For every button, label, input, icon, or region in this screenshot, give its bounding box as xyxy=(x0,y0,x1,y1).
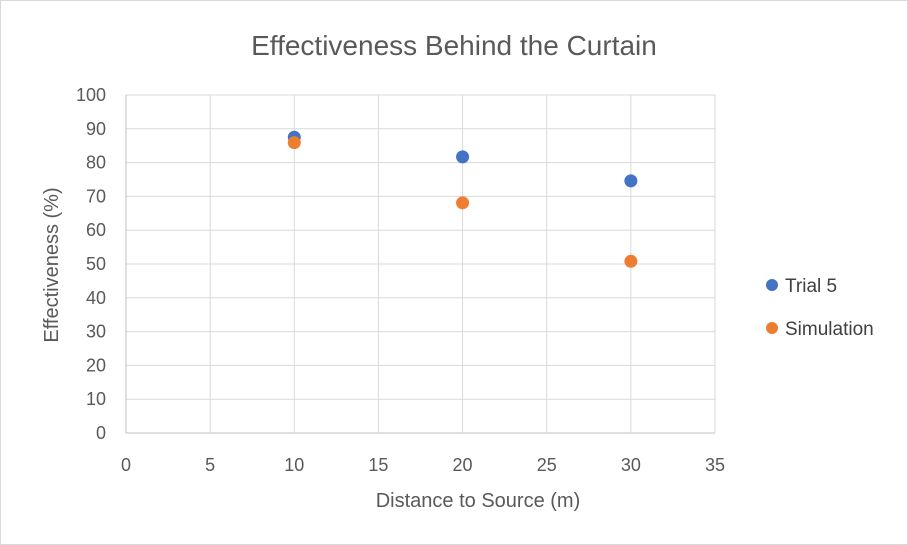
y-tick-label: 100 xyxy=(76,85,106,105)
x-tick-label: 20 xyxy=(453,455,473,475)
chart-title: Effectiveness Behind the Curtain xyxy=(251,30,657,61)
y-tick-label: 20 xyxy=(86,355,106,375)
legend-label: Trial 5 xyxy=(785,276,837,297)
y-tick-label: 60 xyxy=(86,220,106,240)
y-tick-label: 40 xyxy=(86,288,106,308)
y-tick-label: 30 xyxy=(86,322,106,342)
data-points xyxy=(287,130,638,268)
y-tick-label: 80 xyxy=(86,153,106,173)
y-axis-title: Effectiveness (%) xyxy=(41,187,63,342)
y-tick-label: 90 xyxy=(86,119,106,139)
y-axis-ticks: 0 10 20 30 40 50 60 70 80 90 100 xyxy=(76,85,106,443)
x-tick-label: 35 xyxy=(705,455,725,475)
data-point xyxy=(624,174,638,188)
legend: Trial 5 Simulation xyxy=(766,276,874,340)
y-tick-label: 0 xyxy=(96,423,106,443)
x-axis-ticks: 0 5 10 15 20 25 30 35 xyxy=(121,455,725,475)
y-tick-label: 70 xyxy=(86,186,106,206)
legend-label: Simulation xyxy=(785,319,874,340)
x-tick-label: 30 xyxy=(621,455,641,475)
y-tick-label: 10 xyxy=(86,389,106,409)
x-tick-label: 15 xyxy=(368,455,388,475)
data-point xyxy=(624,254,638,268)
x-axis-title: Distance to Source (m) xyxy=(376,490,581,512)
y-tick-label: 50 xyxy=(86,254,106,274)
data-point xyxy=(456,196,470,210)
x-tick-label: 25 xyxy=(537,455,557,475)
data-point xyxy=(287,136,301,150)
x-tick-label: 5 xyxy=(205,455,215,475)
legend-marker xyxy=(766,279,778,291)
x-tick-label: 10 xyxy=(284,455,304,475)
x-tick-label: 0 xyxy=(121,455,131,475)
legend-marker xyxy=(766,322,778,334)
data-point xyxy=(456,150,470,164)
